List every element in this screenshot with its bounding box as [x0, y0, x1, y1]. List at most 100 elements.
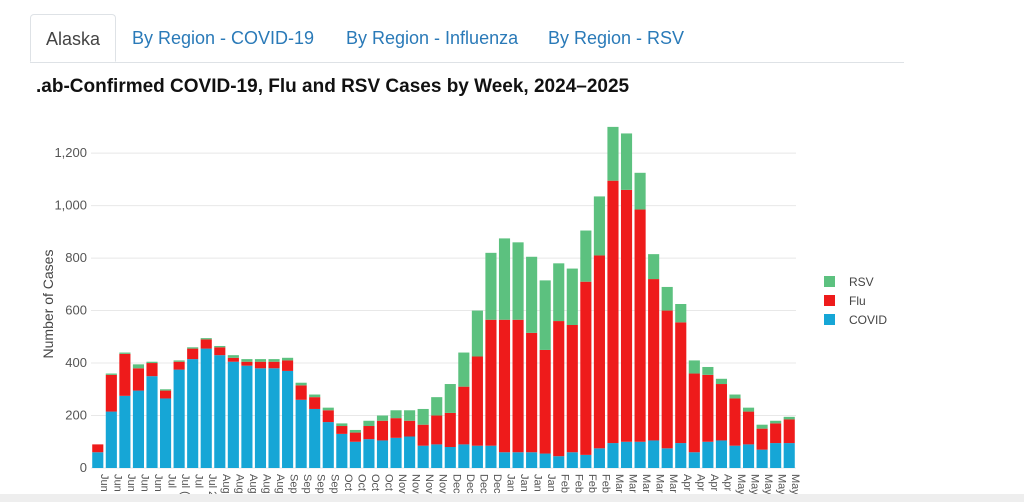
bar-rsv [702, 366, 714, 375]
bar-rsv [783, 416, 795, 420]
x-tick-label: Dec [491, 474, 503, 494]
bar-rsv [553, 263, 565, 322]
bar-covid [295, 399, 307, 468]
bar-covid [553, 456, 565, 468]
x-tick-label: Feb [586, 474, 598, 493]
bar-rsv [241, 359, 253, 362]
bar-covid [539, 453, 551, 468]
tab-alaska[interactable]: Alaska [30, 14, 116, 62]
tab-by-region-influenza[interactable]: By Region - Influenza [346, 28, 519, 48]
x-tick-label: Nov [423, 474, 435, 494]
bar-flu [105, 374, 117, 412]
bar-flu [363, 426, 375, 440]
bar-flu [715, 384, 727, 441]
bar-covid [132, 390, 145, 468]
x-tick-label: Jul 2 [206, 474, 218, 497]
tab-by-region-rsv[interactable]: By Region - RSV [548, 28, 685, 48]
bar-flu [92, 444, 104, 453]
bar-rsv [349, 429, 361, 433]
y-tick-label: 1,200 [54, 145, 87, 160]
bar-covid [444, 447, 456, 468]
x-tick-label: Oct [342, 474, 354, 491]
bar-flu [593, 255, 605, 449]
bar-flu [119, 353, 131, 396]
bar-flu [295, 385, 307, 400]
bar-covid [119, 395, 131, 468]
bar-covid [756, 449, 768, 468]
legend-label-flu: Flu [849, 294, 866, 308]
bar-rsv [322, 407, 334, 411]
bar-flu [458, 386, 470, 445]
x-tick-label: Sep [301, 474, 313, 494]
x-tick-label: Jan [518, 474, 530, 492]
bar-rsv [512, 242, 524, 320]
bar-flu [580, 281, 592, 455]
bar-covid [268, 368, 280, 468]
bar-flu [661, 310, 673, 449]
bar-flu [431, 415, 443, 445]
legend-swatch-rsv [824, 276, 835, 287]
bar-covid [566, 452, 578, 468]
x-tick-label: Dec [450, 474, 462, 494]
bar-rsv [688, 360, 700, 374]
bar-rsv [173, 360, 185, 362]
bar-covid [526, 452, 538, 468]
bottom-edge [0, 494, 1024, 502]
x-tick-label: May [735, 474, 747, 495]
x-tick-label: Mar [667, 474, 679, 493]
bar-rsv [160, 389, 172, 391]
bar-covid [187, 359, 199, 468]
x-tick-label: Sep [328, 474, 340, 494]
bar-flu [688, 373, 700, 453]
tab-bar: Alaska By Region - COVID-19 By Region - … [30, 14, 904, 63]
x-tick-label: May [762, 474, 774, 495]
bar-rsv [634, 172, 646, 210]
x-tick-label: Jan [505, 474, 517, 492]
bar-rsv [661, 286, 673, 311]
y-tick-label: 200 [65, 408, 87, 423]
x-tick-label: Dec [464, 474, 476, 494]
legend-swatch-flu [824, 295, 835, 306]
bar-covid [485, 445, 497, 468]
bar-covid [200, 348, 212, 468]
x-tick-label: Jun [138, 474, 150, 492]
bar-flu [254, 361, 267, 369]
x-tick-label: Feb [599, 474, 611, 493]
x-tick-label: Jun [152, 474, 164, 492]
bar-flu [336, 426, 348, 434]
bar-flu [498, 319, 511, 453]
bar-rsv [566, 268, 578, 325]
x-tick-label: May [749, 474, 761, 495]
bar-covid [390, 437, 402, 468]
bar-flu [322, 410, 334, 423]
x-tick-label: Aug [233, 474, 245, 494]
bar-covid [417, 445, 429, 468]
tab-by-region-covid-19[interactable]: By Region - COVID-19 [132, 28, 315, 48]
x-tick-label: Jul ( [179, 474, 191, 495]
bar-flu [200, 339, 212, 349]
x-tick-label: Jul [166, 474, 178, 488]
bar-rsv [119, 352, 131, 354]
bar-rsv [526, 256, 538, 333]
x-tick-label: Feb [559, 474, 571, 493]
x-tick-label: Jun [98, 474, 110, 492]
bar-covid [783, 443, 795, 468]
bar-rsv [756, 424, 768, 429]
bar-covid [458, 444, 470, 468]
bar-covid [254, 368, 267, 468]
x-tick-label: Apr [721, 474, 733, 491]
bar-flu [160, 390, 172, 399]
bar-covid [241, 365, 253, 468]
bar-covid [431, 444, 443, 468]
bar-rsv [620, 133, 633, 190]
bar-covid [715, 440, 727, 468]
bar-rsv [132, 364, 145, 369]
bar-covid [105, 411, 117, 468]
bar-rsv [580, 230, 592, 282]
bar-flu [729, 398, 741, 446]
bar-flu [309, 397, 321, 409]
bar-flu [282, 360, 294, 371]
bar-rsv [254, 359, 267, 362]
bar-flu [417, 424, 429, 446]
bar-covid [173, 369, 185, 468]
